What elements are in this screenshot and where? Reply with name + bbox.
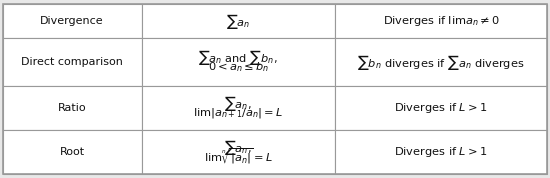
Text: $\sum a_n$,: $\sum a_n$, xyxy=(224,94,252,113)
Text: Diverges if $\lim a_n \neq 0$: Diverges if $\lim a_n \neq 0$ xyxy=(383,14,499,28)
Bar xyxy=(141,38,335,87)
Text: Ratio: Ratio xyxy=(58,103,86,113)
Bar xyxy=(335,130,547,174)
Bar xyxy=(335,4,547,38)
Text: $\lim |a_{n+1}/a_n| = L$: $\lim |a_{n+1}/a_n| = L$ xyxy=(193,106,283,120)
Bar xyxy=(3,130,141,174)
Bar xyxy=(3,4,141,38)
Bar xyxy=(141,130,335,174)
Bar xyxy=(3,38,141,87)
Text: Diverges if $L > 1$: Diverges if $L > 1$ xyxy=(394,101,488,115)
Bar xyxy=(335,38,547,87)
Text: $\sum a_n$ and $\sum b_n$,: $\sum a_n$ and $\sum b_n$, xyxy=(199,48,278,67)
Text: $0 < a_n \leq b_n$: $0 < a_n \leq b_n$ xyxy=(208,60,269,74)
Text: $\sum a_n$: $\sum a_n$ xyxy=(226,12,250,31)
Text: $\sum b_n$ diverges if $\sum a_n$ diverges: $\sum b_n$ diverges if $\sum a_n$ diverg… xyxy=(358,53,525,72)
Text: Diverges if $L > 1$: Diverges if $L > 1$ xyxy=(394,145,488,159)
Text: $\lim \sqrt[n]{|a_n|} = L$: $\lim \sqrt[n]{|a_n|} = L$ xyxy=(204,146,273,166)
Bar xyxy=(335,87,547,130)
Text: $\sum a_n$,: $\sum a_n$, xyxy=(224,138,252,157)
Bar xyxy=(141,87,335,130)
Bar xyxy=(3,87,141,130)
Text: Divergence: Divergence xyxy=(40,16,104,26)
Text: Root: Root xyxy=(59,147,85,157)
Text: Direct comparison: Direct comparison xyxy=(21,57,123,67)
Bar xyxy=(141,4,335,38)
